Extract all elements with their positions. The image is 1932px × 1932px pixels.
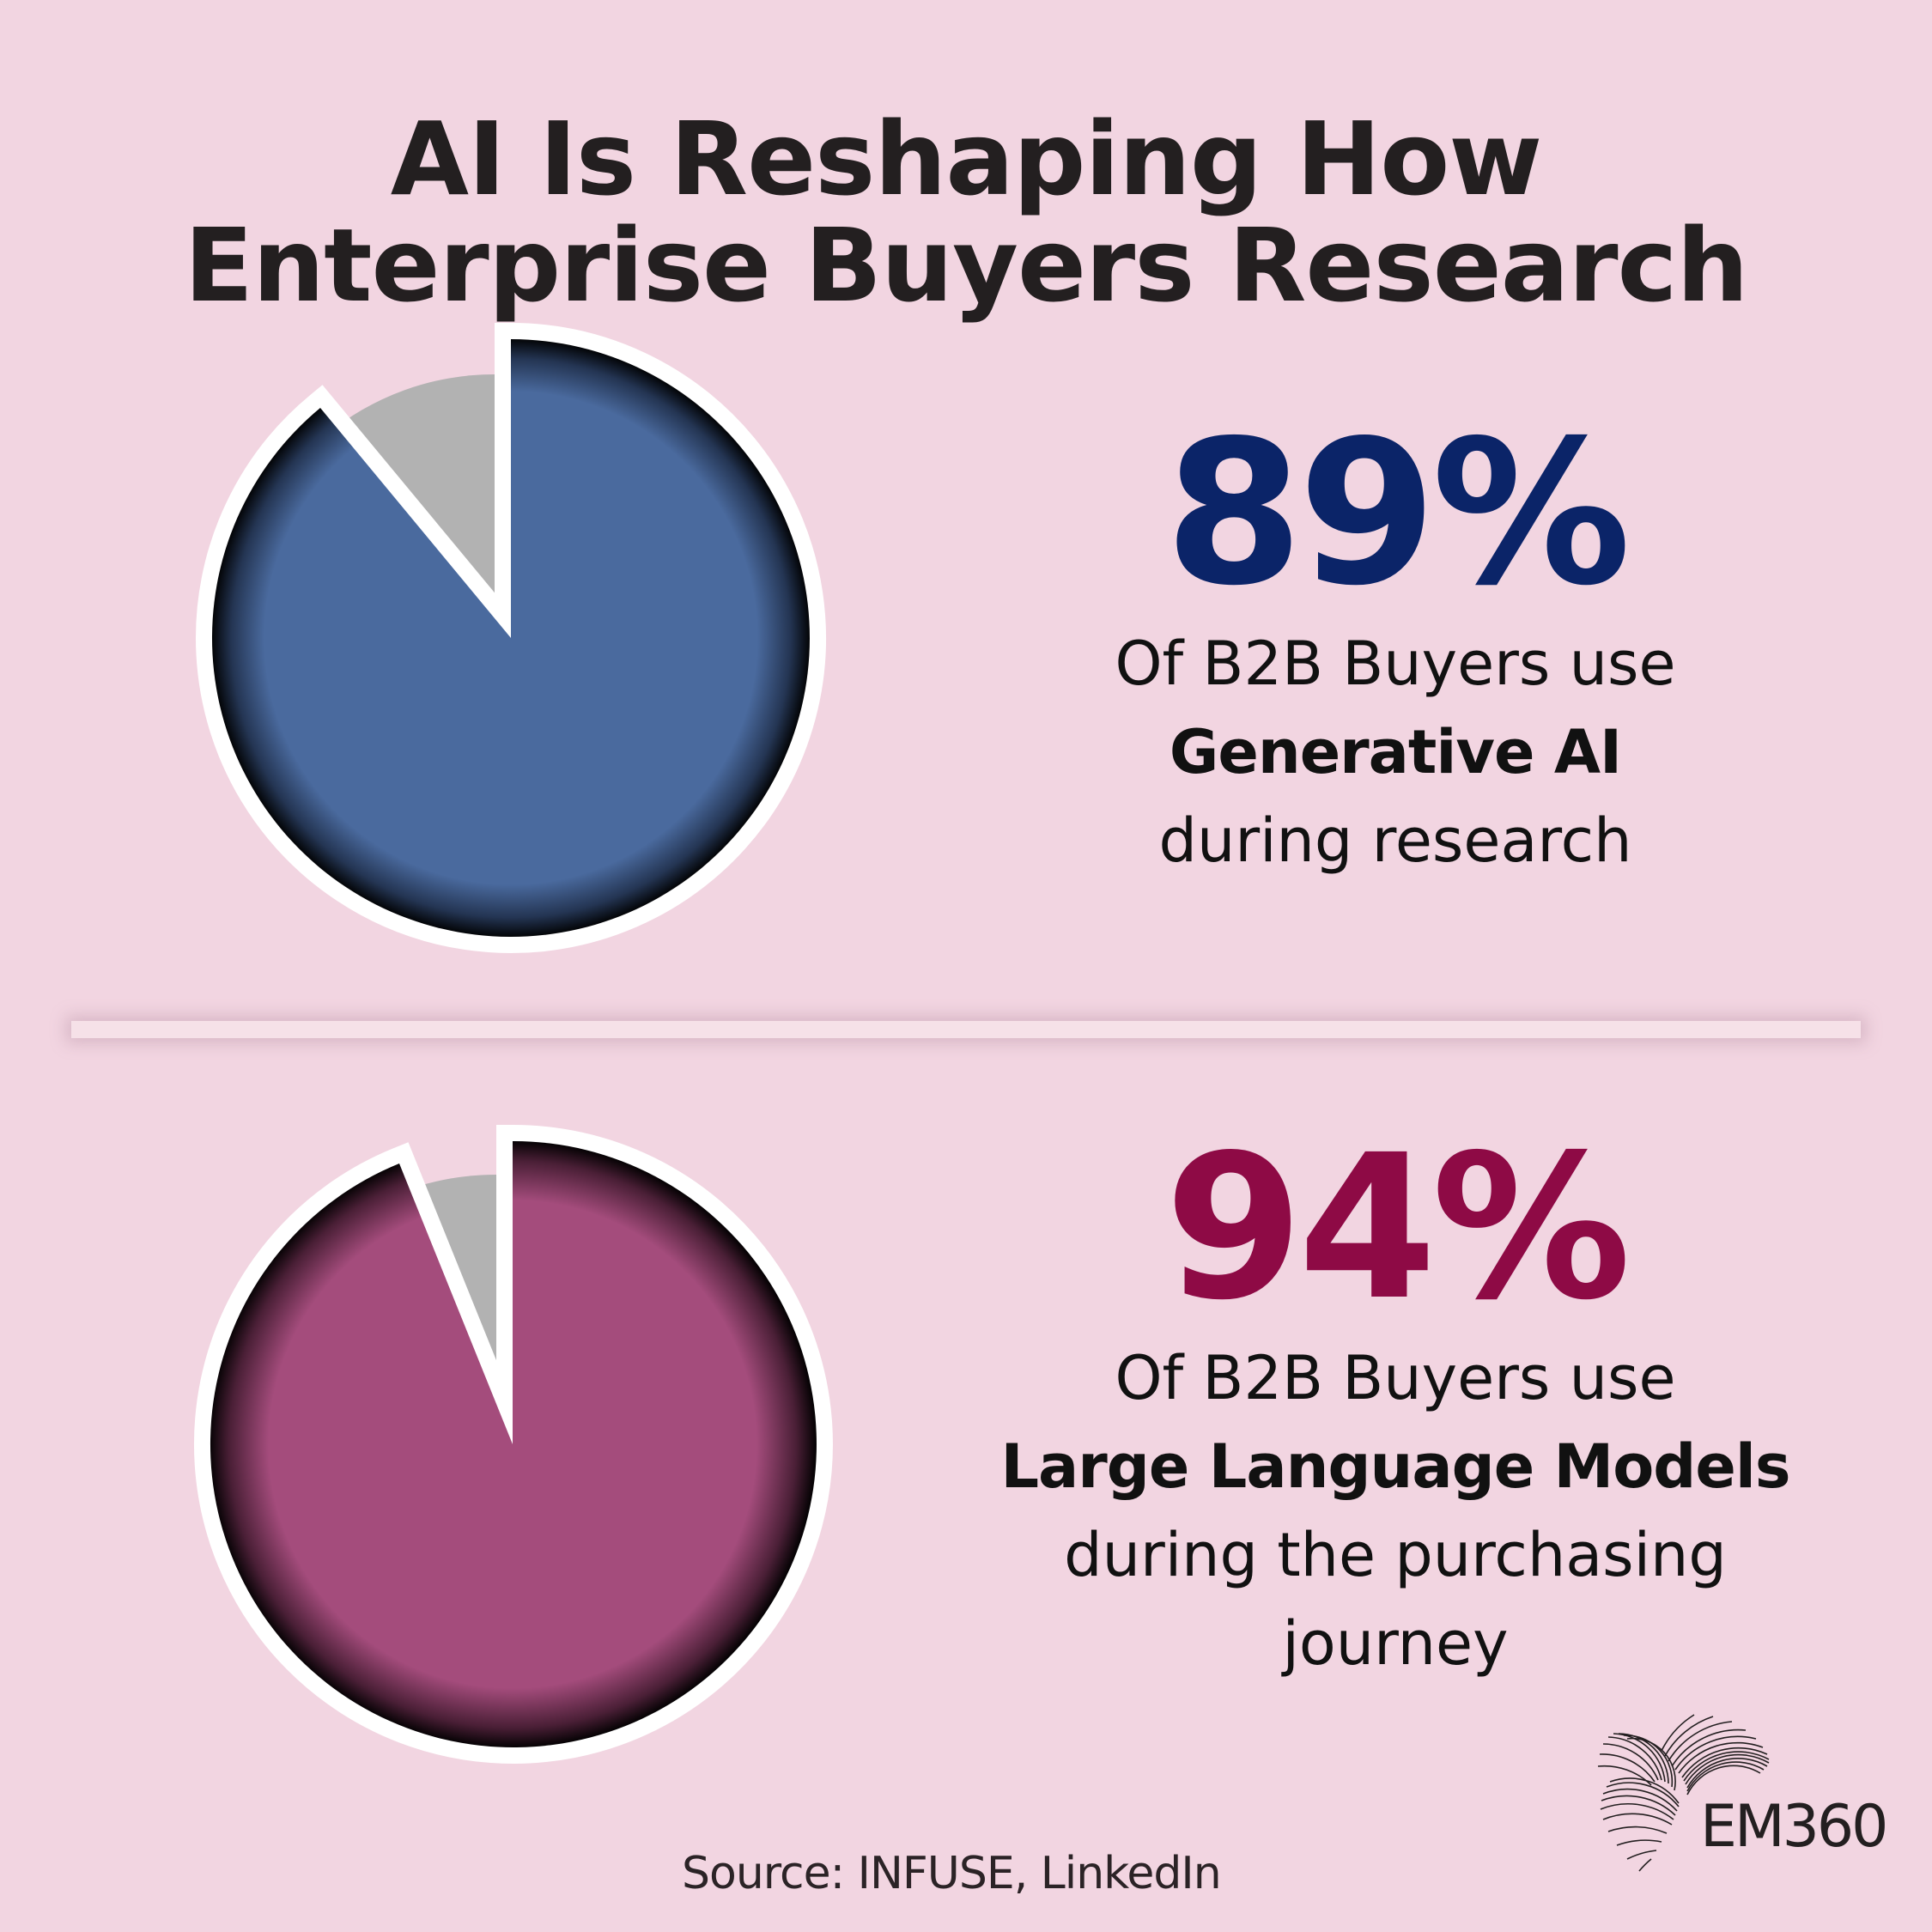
em360-swirl-icon: [1597, 1714, 1770, 1872]
title-line-2: Enterprise Buyers Research: [184, 206, 1748, 325]
pie-chart-generative-ai: [196, 322, 826, 953]
stat-desc-line1: Of B2B Buyers use: [1115, 629, 1676, 699]
stat-generative-ai: 89% Of B2B Buyers use Generative AI duri…: [936, 410, 1855, 885]
stat-llm: 94% Of B2B Buyers use Large Language Mod…: [936, 1125, 1855, 1688]
stat-desc-line4: journey: [1282, 1608, 1509, 1679]
stat-desc-highlight: Generative AI: [1169, 717, 1622, 787]
stat-desc-line3: during the purchasing: [1064, 1520, 1727, 1590]
source-citation: Source: INFUSE, LinkedIn: [682, 1848, 1222, 1899]
stat-desc-highlight: Large Language Models: [1000, 1431, 1790, 1502]
stat-desc-line1: Of B2B Buyers use: [1115, 1343, 1676, 1413]
pie-chart-llm: [193, 1124, 833, 1764]
stat-value: 94%: [1164, 1112, 1631, 1344]
stat-value: 89%: [1164, 398, 1631, 629]
em360-logo: EM360: [1593, 1704, 1888, 1880]
stat-desc-line3: during research: [1158, 805, 1632, 876]
title-line-1: AI Is Reshaping How: [390, 100, 1543, 219]
em360-brand-text: EM360: [1700, 1793, 1888, 1861]
page-title: AI Is Reshaping How Enterprise Buyers Re…: [0, 106, 1932, 319]
section-divider: [71, 1021, 1861, 1038]
